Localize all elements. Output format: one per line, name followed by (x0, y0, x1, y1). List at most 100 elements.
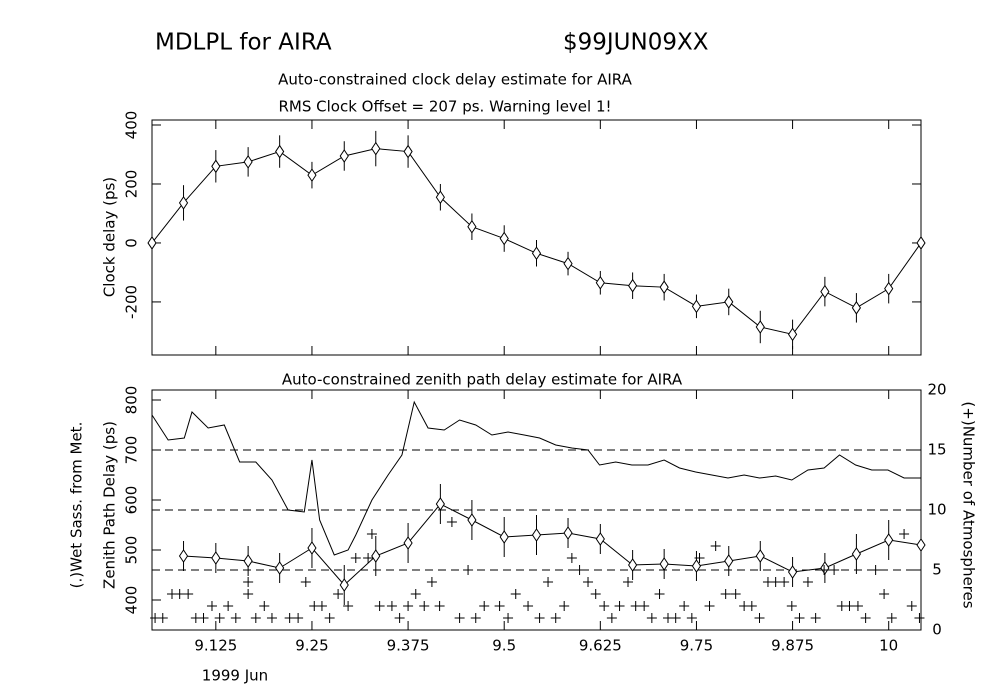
data-point (787, 327, 798, 342)
data-point (503, 613, 514, 623)
page-title: MDLPL for AIRA (155, 30, 332, 56)
data-point (174, 589, 185, 599)
data-point (754, 613, 765, 623)
data-point (720, 589, 731, 599)
data-point (434, 601, 445, 611)
data-point (223, 601, 234, 611)
data-point (870, 565, 881, 575)
data-point (786, 601, 797, 611)
y-tick-label: 500 (123, 536, 141, 565)
data-point (307, 168, 317, 183)
data-point (293, 613, 304, 623)
data-point (157, 613, 168, 623)
data-point (446, 517, 457, 527)
data-point (275, 561, 285, 575)
data-point (403, 601, 414, 611)
data-point (410, 589, 421, 599)
y2-tick-label: 0 (932, 621, 942, 639)
series-line (151, 400, 921, 556)
y-axis-label: Clock delay (ps) (101, 177, 119, 297)
data-point (787, 565, 798, 579)
data-point (810, 613, 821, 623)
data-point (435, 190, 445, 205)
data-point (510, 589, 521, 599)
data-point (724, 554, 734, 568)
data-point (394, 613, 405, 623)
data-point (646, 613, 657, 623)
y-tick-label: 400 (123, 111, 141, 140)
chart-title: Auto-constrained zenith path delay estim… (282, 371, 683, 389)
chart-subtitle: RMS Clock Offset = 207 ps. Warning level… (278, 98, 611, 116)
data-point (851, 547, 862, 561)
data-point (659, 280, 669, 295)
data-point (628, 278, 638, 293)
y2-tick-label: 15 (927, 441, 946, 459)
data-point (686, 613, 697, 623)
data-point (543, 577, 554, 587)
x-tick-label: 9.625 (579, 637, 622, 655)
x-tick-label: 9.375 (387, 637, 430, 655)
data-point (563, 256, 573, 271)
data-point (499, 530, 509, 544)
data-point (386, 601, 397, 611)
y-tick-label: 400 (123, 586, 141, 615)
experiment-code: $99JUN09XX (563, 30, 709, 56)
data-point (916, 236, 926, 250)
data-point (366, 529, 377, 539)
data-point (724, 295, 734, 309)
data-point (479, 601, 490, 611)
data-point (906, 601, 917, 611)
data-point (300, 577, 311, 587)
data-point (214, 613, 225, 623)
data-point (206, 601, 217, 611)
data-point (630, 601, 641, 611)
data-point (914, 613, 925, 623)
data-point (879, 589, 890, 599)
y2-tick-label: 10 (927, 501, 946, 519)
data-point (371, 141, 381, 156)
y-axis-label: (.)Wet Sass. from Met. (68, 422, 86, 589)
data-point (550, 613, 561, 623)
data-point (467, 513, 477, 527)
data-point (499, 231, 509, 246)
data-point (531, 246, 542, 261)
data-point (324, 613, 335, 623)
data-point (178, 549, 189, 563)
data-point (275, 144, 285, 159)
data-point (371, 549, 381, 563)
data-point (606, 613, 617, 623)
data-point (266, 613, 277, 623)
y-tick-label: 200 (123, 170, 141, 199)
data-point (178, 195, 189, 210)
data-point (820, 284, 830, 299)
data-point (614, 601, 625, 611)
data-point (534, 613, 545, 623)
data-point (523, 601, 534, 611)
data-point (307, 541, 317, 555)
data-point (198, 613, 209, 623)
data-point (851, 300, 862, 315)
data-point (860, 613, 871, 623)
data-point (343, 601, 354, 611)
data-point (730, 589, 741, 599)
data-point (884, 281, 894, 296)
data-point (794, 613, 805, 623)
data-point (363, 553, 374, 563)
data-point (599, 601, 610, 611)
data-point (467, 219, 477, 234)
data-point (470, 613, 481, 623)
data-point (211, 551, 221, 565)
data-point (350, 553, 361, 563)
data-point (819, 565, 830, 575)
data-point (419, 601, 430, 611)
data-point (886, 613, 897, 623)
data-point (691, 299, 702, 314)
data-point (403, 536, 413, 550)
data-point (243, 554, 253, 568)
data-point (316, 601, 327, 611)
data-point (339, 149, 349, 163)
data-point (426, 577, 437, 587)
data-point (670, 613, 681, 623)
data-point (284, 613, 295, 623)
